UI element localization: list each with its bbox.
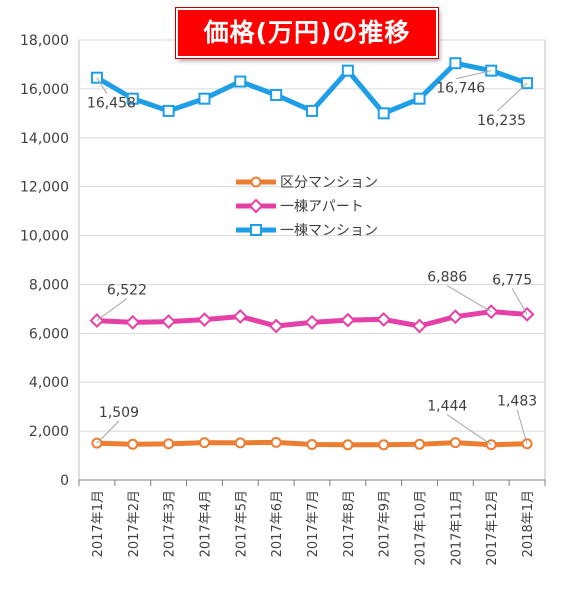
data-point xyxy=(412,318,427,334)
legend-label: 一棟マンション xyxy=(280,223,378,239)
y-tick-label: 14,000 xyxy=(20,131,69,147)
y-tick-label: 8,000 xyxy=(29,277,69,293)
data-point xyxy=(127,438,139,450)
data-label-leader xyxy=(496,82,528,112)
x-tick-label: 2018年1月 xyxy=(521,490,536,557)
legend-label: 区分マンション xyxy=(280,175,378,191)
legend-label: 一棟アパート xyxy=(280,199,364,215)
data-label-leader xyxy=(96,77,108,94)
y-tick-label: 18,000 xyxy=(20,33,69,49)
y-tick-label: 12,000 xyxy=(20,180,69,196)
data-point xyxy=(162,104,175,117)
data-point xyxy=(342,439,354,451)
data-point xyxy=(377,107,390,120)
x-tick-label: 2017年8月 xyxy=(342,490,357,557)
legend-marker xyxy=(250,224,262,236)
legend-marker xyxy=(248,198,264,214)
data-label: 1,483 xyxy=(497,394,537,410)
data-label-leader xyxy=(446,414,492,446)
x-tick-label: 2017年4月 xyxy=(198,490,213,557)
x-tick-label: 2017年6月 xyxy=(270,490,285,557)
data-label: 16,746 xyxy=(436,81,485,97)
x-tick-label: 2017年5月 xyxy=(234,490,249,557)
data-point xyxy=(197,312,212,328)
y-tick-label: 0 xyxy=(60,473,69,489)
x-tick-label: 2017年12月 xyxy=(485,490,500,566)
x-tick-label: 2017年11月 xyxy=(449,490,464,566)
data-label: 1,509 xyxy=(99,405,139,421)
data-point xyxy=(268,318,284,334)
data-label-leader xyxy=(446,285,492,313)
data-label-leader xyxy=(516,409,528,444)
x-tick-label: 2017年1月 xyxy=(91,490,106,557)
data-point xyxy=(198,437,210,449)
data-label: 6,775 xyxy=(492,272,532,288)
data-point xyxy=(376,311,392,327)
x-tick-label: 2017年7月 xyxy=(306,490,321,557)
data-point xyxy=(447,309,463,325)
data-label: 16,235 xyxy=(477,113,526,129)
data-label-leader xyxy=(96,298,128,321)
data-point xyxy=(449,437,461,449)
data-point xyxy=(270,89,283,101)
data-point xyxy=(306,104,318,117)
chart-title: 価格(万円)の推移 xyxy=(176,8,438,58)
data-point xyxy=(341,64,354,77)
data-label-leader xyxy=(511,288,528,315)
x-tick-label: 2017年9月 xyxy=(378,490,393,557)
data-point xyxy=(378,439,390,451)
data-point xyxy=(161,314,177,330)
y-tick-label: 2,000 xyxy=(29,424,69,440)
data-point xyxy=(304,314,320,330)
data-point xyxy=(414,438,426,450)
data-point xyxy=(125,314,141,330)
y-tick-label: 4,000 xyxy=(29,375,69,391)
data-label-leader xyxy=(456,70,492,80)
data-point xyxy=(232,309,248,324)
data-label: 16,458 xyxy=(87,96,136,112)
y-tick-label: 16,000 xyxy=(20,82,69,98)
data-point xyxy=(270,436,282,448)
legend-marker xyxy=(250,176,262,188)
data-point xyxy=(234,75,247,88)
data-label: 6,522 xyxy=(107,283,147,299)
data-label: 6,886 xyxy=(427,270,467,286)
x-tick-label: 2017年2月 xyxy=(127,490,142,557)
x-tick-label: 2017年10月 xyxy=(414,490,429,566)
data-point xyxy=(198,92,211,105)
data-point xyxy=(163,438,175,450)
y-tick-label: 10,000 xyxy=(20,229,69,245)
data-label: 1,444 xyxy=(427,399,467,415)
y-tick-label: 6,000 xyxy=(29,326,69,342)
data-point xyxy=(306,439,318,451)
data-point xyxy=(340,312,356,328)
data-point xyxy=(126,92,139,105)
data-point xyxy=(234,437,246,449)
x-tick-label: 2017年3月 xyxy=(163,490,178,557)
data-point xyxy=(449,57,462,70)
data-point xyxy=(413,92,426,105)
data-label-leader xyxy=(96,420,120,444)
